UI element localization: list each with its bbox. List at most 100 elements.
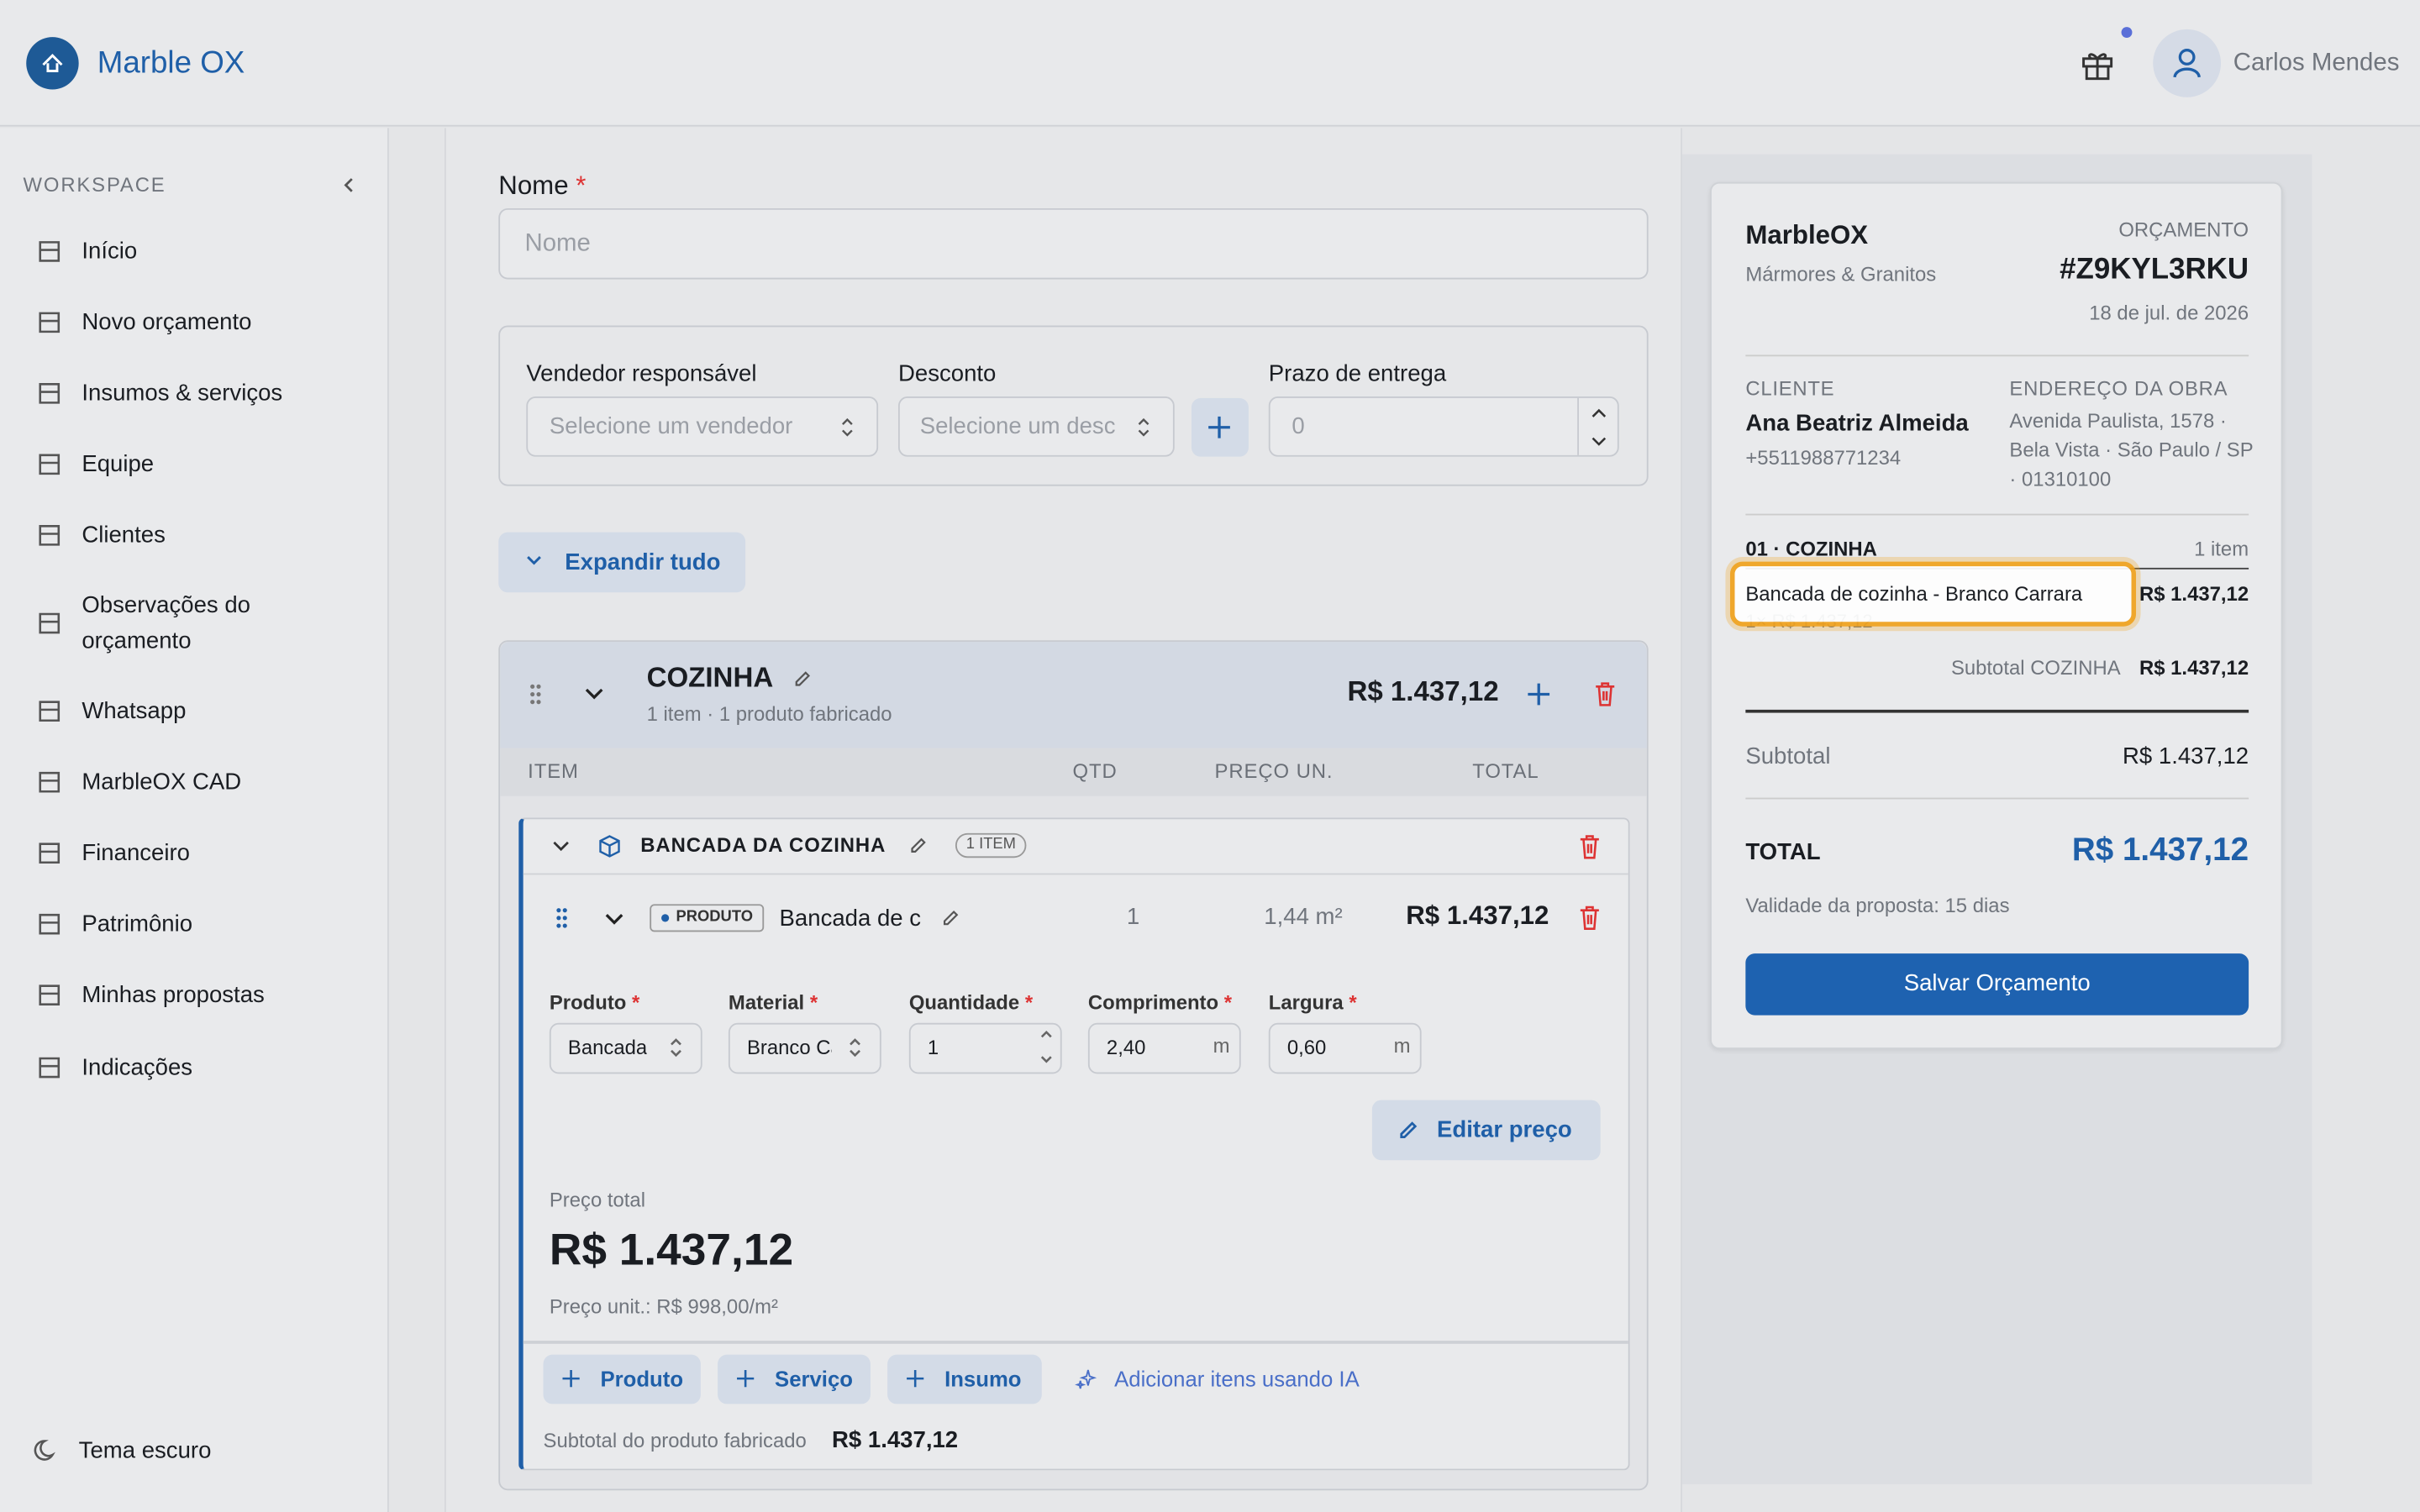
collapse-icon[interactable] bbox=[341, 177, 356, 192]
deadline-input[interactable] bbox=[1268, 396, 1619, 457]
select-arrows bbox=[1138, 417, 1150, 437]
nav-icon bbox=[39, 612, 60, 634]
address: Avenida Paulista, 1578 · Bela Vista · Sã… bbox=[2009, 408, 2254, 491]
seller-placeholder: Selecione um vendedor bbox=[549, 413, 793, 440]
field-label: Produto * bbox=[550, 991, 639, 1016]
expand-all-text: Expandir tudo bbox=[565, 549, 721, 576]
environment-total: R$ 1.437,12 bbox=[1347, 675, 1499, 707]
add-button-text: Serviço bbox=[775, 1366, 853, 1391]
edit-icon[interactable] bbox=[909, 837, 928, 855]
column-header-label: TOTAL bbox=[1472, 759, 1539, 783]
deadline-placeholder: 0 bbox=[1292, 413, 1305, 440]
nav-item[interactable]: Insumos & serviços bbox=[82, 380, 283, 407]
nav-item[interactable]: Início bbox=[82, 238, 138, 265]
edit-icon[interactable] bbox=[941, 909, 960, 927]
divider bbox=[1745, 797, 2249, 800]
nav-item[interactable]: Indicações bbox=[82, 1054, 193, 1081]
doc-label: ORÇAMENTO bbox=[2118, 218, 2249, 241]
expand-all-button[interactable] bbox=[498, 532, 746, 593]
header bbox=[0, 0, 2420, 127]
field-value: 1 bbox=[927, 1035, 939, 1059]
nav-item[interactable]: Minhas propostas bbox=[82, 982, 265, 1009]
edit-icon[interactable] bbox=[793, 669, 812, 688]
plus-icon bbox=[1208, 416, 1230, 438]
field-input[interactable] bbox=[1268, 1022, 1422, 1074]
product-qty: 1 bbox=[1126, 904, 1140, 931]
drag-handle[interactable] bbox=[529, 684, 542, 706]
subtotal-value: R$ 1.437,12 bbox=[831, 1426, 959, 1454]
divider bbox=[523, 1341, 1628, 1344]
name-input[interactable] bbox=[498, 207, 1649, 280]
add-button-text: Produto bbox=[600, 1366, 684, 1391]
spinner[interactable] bbox=[1040, 1027, 1062, 1063]
delete-icon[interactable] bbox=[1594, 682, 1616, 706]
label-text: Comprimento bbox=[1087, 990, 1219, 1015]
seller-select[interactable] bbox=[526, 396, 879, 457]
address-label: ENDEREÇO DA OBRA bbox=[2009, 376, 2228, 401]
field-unit: m bbox=[1393, 1033, 1411, 1058]
field-input[interactable] bbox=[1087, 1022, 1241, 1074]
required-mark: * bbox=[576, 171, 587, 201]
nav-icon bbox=[39, 1057, 60, 1079]
field-input[interactable] bbox=[908, 1022, 1062, 1074]
price-total: R$ 1.437,12 bbox=[549, 1226, 794, 1276]
discount-select[interactable] bbox=[897, 396, 1175, 457]
delete-icon[interactable] bbox=[1579, 906, 1601, 930]
label-text: Nome bbox=[498, 171, 569, 201]
client-phone: +5511988771234 bbox=[1745, 446, 1902, 470]
field-input[interactable] bbox=[549, 1022, 702, 1074]
total-label: TOTAL bbox=[1745, 839, 1821, 866]
label-text: Produto bbox=[549, 990, 627, 1015]
field-value: Branco Ca bbox=[746, 1035, 832, 1059]
sparkle-icon bbox=[1075, 1369, 1097, 1389]
nav-icon bbox=[39, 454, 60, 475]
field-input[interactable] bbox=[728, 1022, 881, 1074]
user-name[interactable]: Carlos Mendes bbox=[2233, 50, 2400, 76]
ai-button[interactable]: Adicionar itens usando IA bbox=[1114, 1366, 1360, 1391]
field-value: 2,40 bbox=[1106, 1035, 1146, 1059]
add-icon[interactable] bbox=[1527, 682, 1551, 706]
drag-handle[interactable] bbox=[555, 907, 568, 929]
gift-icon[interactable] bbox=[2082, 50, 2113, 81]
chevron[interactable] bbox=[605, 913, 623, 926]
nav-item[interactable]: Whatsapp bbox=[82, 698, 187, 725]
divider bbox=[1745, 513, 2249, 516]
nav-item[interactable]: Observações do orçamento bbox=[82, 592, 250, 654]
nav-item[interactable]: Novo orçamento bbox=[82, 309, 252, 336]
divider bbox=[1745, 354, 2249, 357]
notification-dot bbox=[2121, 27, 2133, 38]
required-mark: * bbox=[1024, 990, 1034, 1015]
nav-item[interactable]: MarbleOX CAD bbox=[82, 769, 242, 795]
nav-item[interactable]: Financeiro bbox=[82, 840, 191, 867]
select-arrows bbox=[671, 1038, 681, 1058]
nav-item[interactable]: Clientes bbox=[82, 522, 166, 549]
theme-toggle[interactable]: Tema escuro bbox=[78, 1437, 212, 1465]
save-button[interactable] bbox=[1745, 953, 2249, 1016]
nav-item[interactable]: Equipe bbox=[82, 451, 155, 478]
logo bbox=[26, 37, 79, 90]
nav-icon bbox=[39, 984, 60, 1005]
company: MarbleOX bbox=[1745, 220, 1869, 250]
tagline: Mármores & Granitos bbox=[1745, 262, 1937, 286]
avatar[interactable] bbox=[2153, 29, 2222, 97]
edit-price-text: Editar preço bbox=[1436, 1116, 1572, 1144]
name-placeholder: Nome bbox=[524, 230, 591, 257]
price-label: Preço total bbox=[549, 1188, 646, 1212]
column-header-label: ITEM bbox=[528, 759, 579, 783]
field-label: Largura * bbox=[1269, 991, 1357, 1016]
nav-item[interactable]: Patrimônio bbox=[82, 911, 193, 937]
subtotal-label: Subtotal do produto fabricado bbox=[543, 1429, 807, 1452]
chevron[interactable] bbox=[553, 841, 570, 852]
box-icon bbox=[599, 835, 620, 858]
nav-icon bbox=[39, 913, 60, 935]
seller-label: Vendedor responsável bbox=[526, 360, 757, 388]
delete-icon[interactable] bbox=[1579, 835, 1601, 859]
plus-icon bbox=[907, 1370, 924, 1388]
unit-price: Preço unit.: R$ 998,00/m² bbox=[549, 1294, 778, 1318]
environment-name: COZINHA bbox=[646, 662, 774, 694]
environment-header bbox=[500, 642, 1647, 748]
spinner[interactable] bbox=[1591, 406, 1607, 449]
chevron[interactable] bbox=[585, 688, 603, 701]
discount-label: Desconto bbox=[897, 360, 997, 388]
